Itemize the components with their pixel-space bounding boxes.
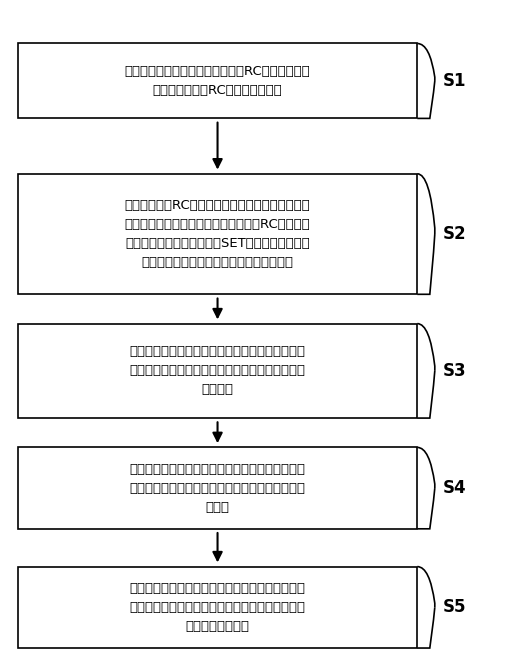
Bar xyxy=(18,566,417,648)
Text: S2: S2 xyxy=(443,225,467,243)
Text: 根据信号传播时延近似，将分布式RC耦合互连线模
型替代成集总式RC耦合互连线模型: 根据信号传播时延近似，将分布式RC耦合互连线模 型替代成集总式RC耦合互连线模型 xyxy=(125,65,311,97)
Text: 根据所述各施扰线单独作用下受扰线的响应电压，
进行线性叠加，得到受扰线远端的综合单粒子串扰
电压。: 根据所述各施扰线单独作用下受扰线的响应电压， 进行线性叠加，得到受扰线远端的综合… xyxy=(130,463,306,514)
Text: S5: S5 xyxy=(443,599,467,616)
Text: 根据所述受扰线远端的综合单粒子串扰电压，利用
求导运算和泰勒公式展开，确定单粒子串扰的峰值
电压和脉冲宽度。: 根据所述受扰线远端的综合单粒子串扰电压，利用 求导运算和泰勒公式展开，确定单粒子… xyxy=(130,582,306,633)
Bar xyxy=(18,43,417,118)
Text: S1: S1 xyxy=(443,72,467,90)
Text: 在所述集总式RC耦合互连线模型的基础上，利用替
代定理，将每条互连线的输入端等效成RC并联网络
，输出端等效成电容，发生SET的结点等效成电阻
、电容和电流源并: 在所述集总式RC耦合互连线模型的基础上，利用替 代定理，将每条互连线的输入端等效… xyxy=(125,199,311,269)
Bar xyxy=(18,174,417,294)
Text: 在所述等效电路的基础上，利用叠加定理和结点分
析法，分别计算各施扰线单独作用下，受扰线的响
应电压。: 在所述等效电路的基础上，利用叠加定理和结点分 析法，分别计算各施扰线单独作用下，… xyxy=(130,346,306,396)
Bar xyxy=(18,324,417,418)
Text: S4: S4 xyxy=(443,479,467,497)
Bar xyxy=(18,447,417,529)
Text: S3: S3 xyxy=(443,362,467,380)
